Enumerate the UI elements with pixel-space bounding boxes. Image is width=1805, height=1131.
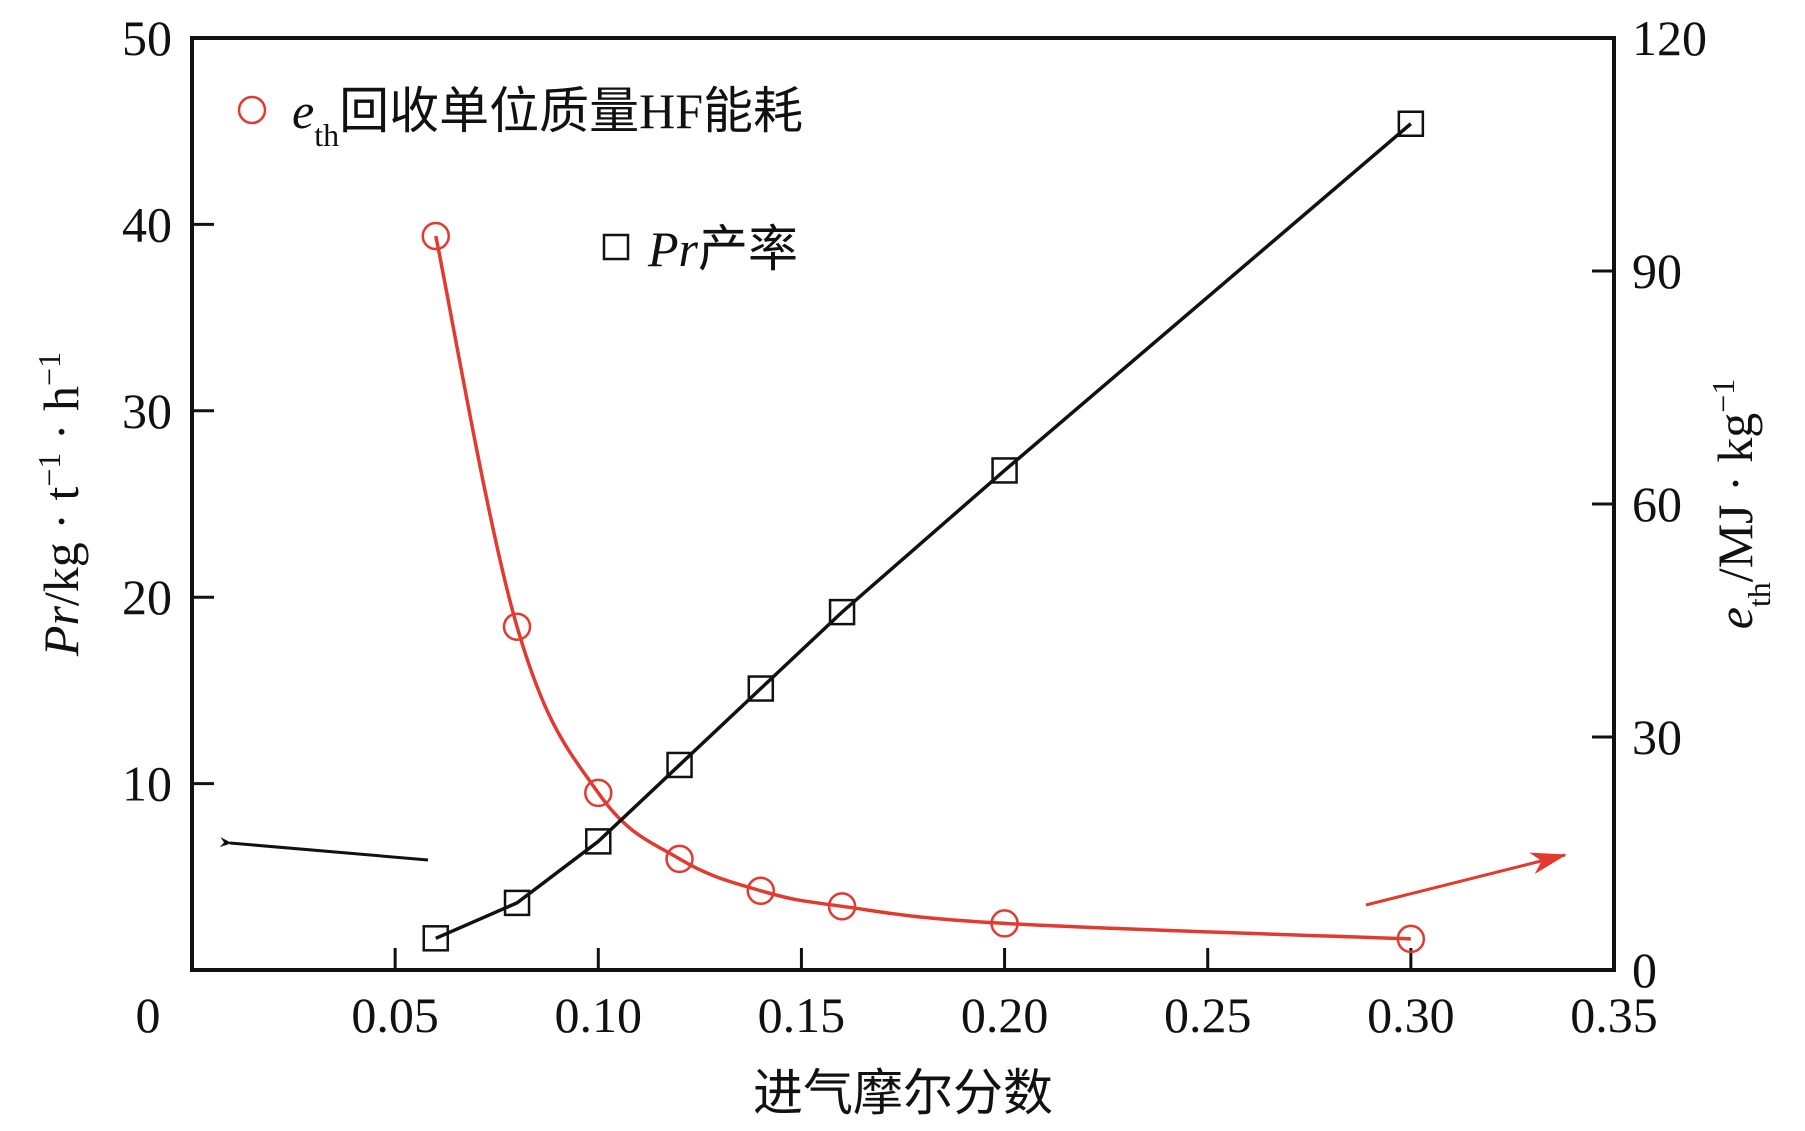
yield-data-point bbox=[422, 925, 450, 952]
right-y-tick-label: 30 bbox=[1632, 709, 1682, 765]
right-y-axis-ticks: 0 30 60 90 120 bbox=[1592, 10, 1707, 998]
left-axis-arrow bbox=[219, 837, 429, 862]
energy-data-point bbox=[990, 909, 1019, 938]
x-axis-title: 进气摩尔分数 bbox=[753, 1065, 1053, 1121]
series-markers bbox=[421, 110, 1426, 954]
yield-data-point bbox=[828, 598, 856, 626]
x-tick-label: 0 bbox=[136, 987, 161, 1043]
left-y-axis-ticks: 10 20 30 40 50 bbox=[122, 10, 214, 812]
x-tick-label: 0.15 bbox=[758, 987, 846, 1043]
legend-square-marker bbox=[602, 233, 630, 261]
x-tick-label: 0.30 bbox=[1367, 987, 1455, 1043]
energy-data-point bbox=[665, 844, 694, 874]
x-tick-label: 0.25 bbox=[1164, 987, 1252, 1043]
series-line-0 bbox=[434, 235, 1411, 941]
yield-data-point bbox=[666, 751, 693, 779]
right-y-axis-title: eth/MJ · kg−1 bbox=[1705, 379, 1777, 630]
yield-data-point bbox=[585, 828, 612, 855]
left-y-tick-label: 10 bbox=[122, 756, 172, 812]
energy-data-point bbox=[584, 778, 613, 808]
left-y-tick-label: 20 bbox=[122, 569, 172, 625]
energy-data-point bbox=[827, 892, 857, 921]
x-axis-ticks: 0 0.05 0.10 0.15 0.20 0.25 0.30 0.35 bbox=[136, 948, 1658, 1043]
x-tick-label: 0.35 bbox=[1570, 987, 1658, 1043]
series-line-1 bbox=[435, 122, 1412, 940]
yield-data-point bbox=[503, 889, 531, 917]
plot-frame bbox=[190, 36, 1616, 972]
right-y-tick-label: 90 bbox=[1632, 243, 1682, 299]
energy-data-point bbox=[746, 876, 776, 906]
x-tick-label: 0.20 bbox=[961, 987, 1049, 1043]
left-y-tick-label: 30 bbox=[122, 383, 172, 439]
yield-data-point bbox=[991, 457, 1018, 484]
yield-data-point bbox=[1397, 110, 1425, 137]
right-y-tick-label: 60 bbox=[1632, 476, 1682, 532]
legend-yield-label: Pr产率 bbox=[647, 221, 798, 277]
yield-data-point bbox=[747, 675, 775, 702]
right-y-tick-label: 120 bbox=[1632, 10, 1707, 66]
left-y-tick-label: 40 bbox=[122, 196, 172, 252]
legend: eth回收单位质量HF能耗 Pr产率 bbox=[237, 83, 803, 277]
energy-data-point bbox=[421, 221, 451, 251]
x-tick-label: 0.05 bbox=[351, 987, 439, 1043]
right-axis-arrow bbox=[1365, 852, 1567, 907]
right-y-tick-label: 0 bbox=[1632, 942, 1657, 998]
energy-data-point bbox=[1396, 924, 1426, 954]
legend-energy-label: eth回收单位质量HF能耗 bbox=[292, 83, 803, 153]
left-y-axis-title: Pr/kg · t−1 · h−1 bbox=[31, 352, 89, 657]
energy-data-point bbox=[502, 612, 532, 641]
x-tick-label: 0.10 bbox=[555, 987, 643, 1043]
series-lines bbox=[434, 122, 1412, 941]
legend-circle-marker bbox=[237, 95, 267, 125]
left-y-tick-label: 50 bbox=[122, 10, 172, 66]
